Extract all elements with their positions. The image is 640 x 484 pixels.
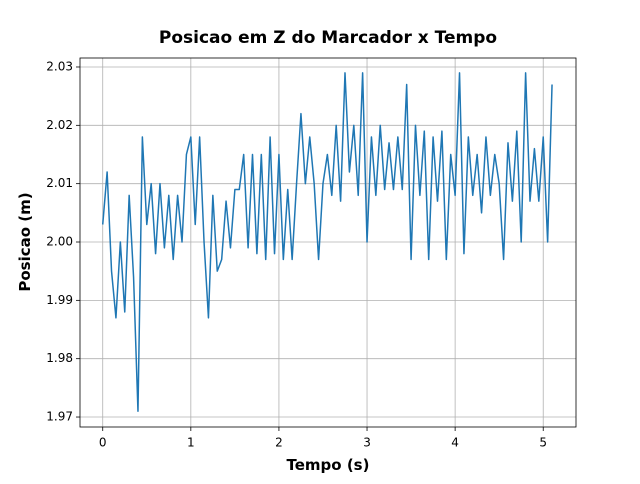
x-tick-label: 5 [539, 436, 547, 450]
line [101, 72, 553, 412]
y-tick-label: 2.03 [46, 59, 73, 73]
x-tick-label: 2 [275, 436, 283, 450]
x-tick-label: 1 [187, 436, 195, 450]
x-tick-label: 4 [451, 436, 459, 450]
y-tick-label: 2.02 [46, 118, 73, 132]
y-axis-label: Posicao (m) [16, 192, 34, 291]
y-tick-label: 1.97 [46, 410, 73, 424]
y-tick-label: 2.00 [46, 235, 73, 249]
plot-frame [79, 57, 577, 428]
x-axis-label: Tempo (s) [287, 456, 370, 474]
x-tick-label: 3 [363, 436, 371, 450]
y-tick-label: 1.98 [46, 351, 73, 365]
chart-title: Posicao em Z do Marcador x Tempo [159, 28, 497, 48]
y-tick-label: 2.01 [46, 176, 73, 190]
x-tick-label: 0 [99, 436, 107, 450]
y-tick-label: 1.99 [46, 293, 73, 307]
